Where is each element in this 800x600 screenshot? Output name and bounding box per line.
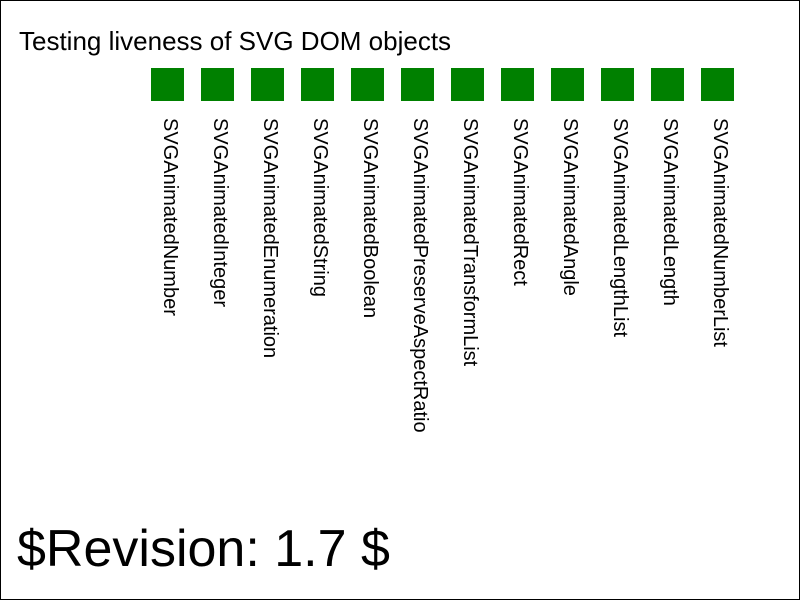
test-result-svganimatedlength: SVGAnimatedLength: [651, 68, 685, 508]
test-result-svganimatedrect: SVGAnimatedRect: [501, 68, 535, 508]
test-result-svganimatednumberlist: SVGAnimatedNumberList: [701, 68, 735, 508]
pass-status-square: [651, 68, 684, 101]
pass-status-square: [451, 68, 484, 101]
pass-status-square: [151, 68, 184, 101]
test-label: SVGAnimatedAngle: [559, 118, 581, 296]
pass-status-square: [251, 68, 284, 101]
revision-text: $Revision: 1.7 $: [17, 520, 390, 578]
test-label: SVGAnimatedString: [309, 118, 331, 297]
test-result-svganimatedenumeration: SVGAnimatedEnumeration: [251, 68, 285, 508]
test-label: SVGAnimatedRect: [509, 118, 531, 286]
test-label: SVGAnimatedLength: [659, 118, 681, 306]
test-result-svganimatedlengthlist: SVGAnimatedLengthList: [601, 68, 635, 508]
test-label: SVGAnimatedNumber: [159, 118, 181, 316]
test-result-svganimatedangle: SVGAnimatedAngle: [551, 68, 585, 508]
pass-status-square: [301, 68, 334, 101]
test-label: SVGAnimatedTransformList: [459, 118, 481, 367]
pass-status-square: [201, 68, 234, 101]
pass-status-square: [351, 68, 384, 101]
test-label: SVGAnimatedInteger: [209, 118, 231, 307]
test-result-svganimatedboolean: SVGAnimatedBoolean: [351, 68, 385, 508]
test-label: SVGAnimatedNumberList: [709, 118, 731, 347]
test-result-svganimatedtransformlist: SVGAnimatedTransformList: [451, 68, 485, 508]
test-result-svganimatedinteger: SVGAnimatedInteger: [201, 68, 235, 508]
test-result-svganimatedstring: SVGAnimatedString: [301, 68, 335, 508]
test-label: SVGAnimatedBoolean: [359, 118, 381, 319]
pass-status-square: [601, 68, 634, 101]
test-label: SVGAnimatedPreserveAspectRatio: [409, 118, 431, 433]
page-title: Testing liveness of SVG DOM objects: [19, 26, 452, 56]
test-label: SVGAnimatedLengthList: [609, 118, 631, 338]
test-results: SVGAnimatedNumber SVGAnimatedInteger SVG…: [1, 1, 800, 521]
pass-status-square: [701, 68, 734, 101]
test-result-svganimatedpreserveaspectratio: SVGAnimatedPreserveAspectRatio: [401, 68, 435, 508]
test-result-svganimatednumber: SVGAnimatedNumber: [151, 68, 185, 508]
pass-status-square: [551, 68, 584, 101]
pass-status-square: [501, 68, 534, 101]
pass-status-square: [401, 68, 434, 101]
test-label: SVGAnimatedEnumeration: [259, 118, 281, 359]
